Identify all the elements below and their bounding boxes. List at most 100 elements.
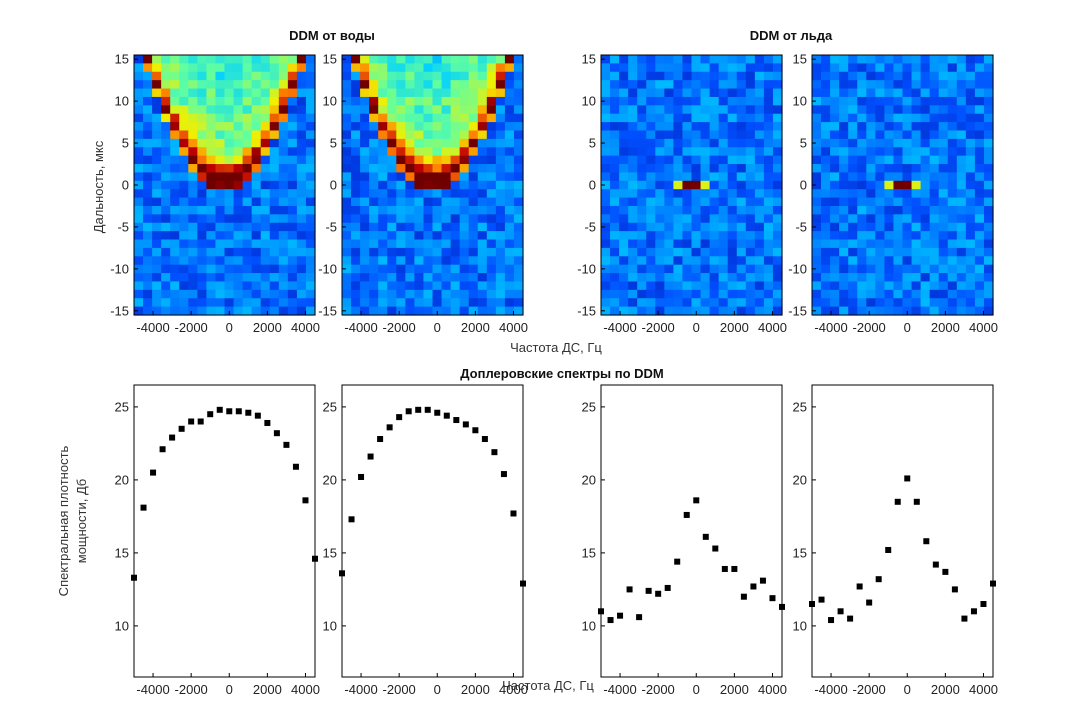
heatmap-cell [378, 155, 388, 165]
heatmap-cell [224, 247, 235, 257]
heatmap-cell [206, 273, 217, 283]
heatmap-cell [188, 164, 198, 174]
heatmap-cell [830, 180, 840, 190]
heatmap-cell [432, 189, 443, 199]
heatmap-cell [206, 105, 217, 115]
heatmap-cell [170, 172, 180, 182]
heatmap-cell [736, 205, 747, 215]
heatmap-cell [655, 147, 665, 157]
heatmap-cell [763, 96, 774, 106]
heatmap-cell [664, 55, 674, 64]
heatmap-cell [673, 138, 684, 148]
heatmap-cell [378, 189, 388, 199]
heatmap-cell [983, 273, 994, 283]
heatmap-cell [369, 222, 379, 232]
heatmap-cell [830, 298, 840, 308]
heatmap-cell [745, 298, 756, 308]
heatmap-cell [754, 197, 765, 207]
heatmap-cell [468, 71, 479, 81]
heatmap-cell [947, 147, 958, 157]
heatmap-cell [269, 80, 280, 90]
x-tick-label: -4000 [136, 682, 169, 697]
heatmap-cell [956, 289, 967, 299]
heatmap-cell [619, 88, 629, 98]
heatmap-cell [396, 264, 406, 274]
heatmap-cell [754, 205, 765, 215]
heatmap-cell [628, 147, 638, 157]
heatmap-cell [486, 122, 497, 132]
heatmap-cell [848, 138, 858, 148]
heatmap-cell [857, 63, 867, 73]
heatmap-cell [839, 214, 849, 224]
heatmap-cell [233, 105, 244, 115]
heatmap-cell [477, 289, 488, 299]
heatmap-cell [351, 71, 361, 81]
heatmap-cell [188, 247, 198, 257]
heatmap-cell [947, 205, 958, 215]
heatmap-cell [215, 172, 226, 182]
heatmap-cell [432, 63, 443, 73]
heatmap-cell [727, 180, 738, 190]
heatmap-cell [450, 189, 461, 199]
y-tick-label: 20 [793, 472, 807, 487]
heatmap-cell [477, 138, 488, 148]
heatmap-cell [405, 164, 415, 174]
heatmap-cell [763, 222, 774, 232]
heatmap-cell [378, 231, 388, 241]
heatmap-cell [450, 180, 461, 190]
heatmap-cell [504, 264, 515, 274]
heatmap-cell [983, 164, 994, 174]
heatmap-cell [884, 231, 895, 241]
heatmap-cell [965, 80, 976, 90]
heatmap-cell [763, 55, 774, 64]
y-tick-label: 0 [122, 178, 129, 193]
heatmap-cell [188, 71, 198, 81]
heatmap-cell [477, 130, 488, 140]
heatmap-cell [893, 155, 904, 165]
heatmap-cell [718, 130, 729, 140]
heatmap-cell [875, 273, 885, 283]
heatmap-cell [459, 289, 470, 299]
data-point [942, 568, 949, 575]
heatmap-cell [152, 172, 162, 182]
heatmap-cell [414, 231, 425, 241]
heatmap-cell [405, 155, 415, 165]
heatmap-cell [884, 264, 895, 274]
heatmap-cell [405, 80, 415, 90]
heatmap-cell [414, 122, 425, 132]
heatmap-cell [378, 96, 388, 106]
heatmap-cell [477, 122, 488, 132]
heatmap-cell [369, 205, 379, 215]
heatmap-cell [414, 306, 425, 316]
heatmap-cell [673, 189, 684, 199]
heatmap-cell [884, 273, 895, 283]
heatmap-cell [161, 273, 171, 283]
heatmap-cell [342, 113, 352, 123]
heatmap-cell [161, 214, 171, 224]
heatmap-cell [513, 189, 524, 199]
heatmap-cell [134, 105, 144, 115]
x-tick-label: -4000 [136, 320, 169, 335]
heatmap-cell [682, 113, 693, 123]
heatmap-cell [495, 130, 506, 140]
heatmap-cell [351, 130, 361, 140]
heatmap-cell [646, 205, 656, 215]
heatmap-cell [405, 264, 415, 274]
heatmap-cell [513, 222, 524, 232]
heatmap-cell [947, 88, 958, 98]
heatmap-cell [450, 71, 461, 81]
heatmap-cell [197, 273, 207, 283]
data-point [434, 409, 441, 416]
heatmap-cell [441, 88, 452, 98]
heatmap-cell [637, 298, 647, 308]
heatmap-cell [691, 96, 702, 106]
heatmap-cell [197, 130, 207, 140]
heatmap-cell [188, 298, 198, 308]
heatmap-cell [513, 205, 524, 215]
data-point [702, 533, 709, 540]
heatmap-cell [947, 289, 958, 299]
heatmap-cell [700, 247, 711, 257]
heatmap-cell [495, 247, 506, 257]
heatmap-cell [513, 113, 524, 123]
